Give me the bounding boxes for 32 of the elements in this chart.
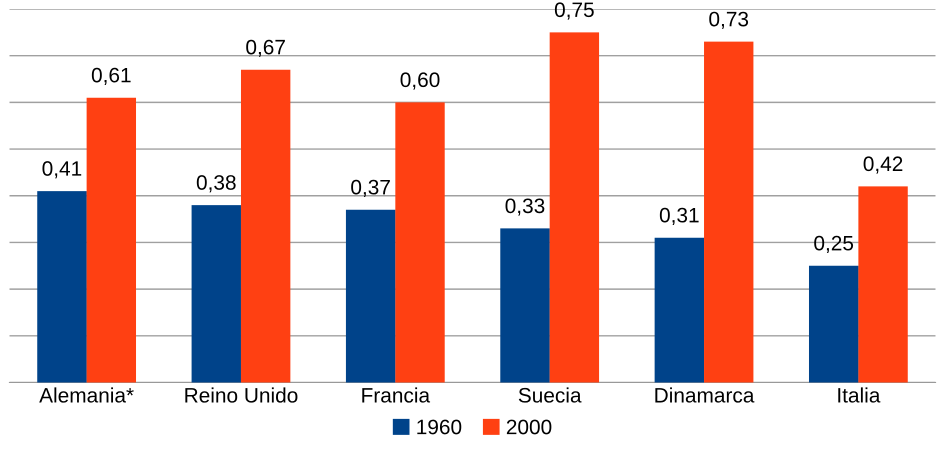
bar: [240, 70, 290, 382]
x-tick-label: Alemania*: [39, 387, 134, 403]
data-label: 0,38: [196, 175, 236, 192]
legend-label: 1960: [417, 420, 462, 434]
bar: [86, 98, 136, 382]
bar: [654, 238, 704, 382]
x-tick-label: Suecia: [518, 387, 582, 403]
bar: [500, 228, 550, 382]
bar: [395, 102, 445, 382]
bar: [808, 266, 858, 382]
data-label: 0,60: [400, 72, 440, 90]
x-tick-label: Reino Unido: [185, 387, 298, 403]
data-label: 0,37: [351, 180, 390, 197]
legend-label: 2000: [506, 420, 552, 434]
bar: [192, 205, 241, 382]
bar: [550, 32, 600, 382]
data-label: 0,67: [246, 40, 285, 57]
data-label: 0,33: [506, 198, 544, 216]
x-tick-label: Dinamarca: [655, 387, 754, 403]
data-label: 0,41: [42, 161, 82, 178]
bar: [858, 186, 908, 382]
data-label: 0,61: [92, 68, 131, 85]
bar: [704, 42, 754, 382]
data-label: 0,31: [660, 208, 699, 225]
data-label: 0,42: [864, 156, 902, 174]
data-label: 0,25: [814, 236, 854, 254]
bar: [346, 210, 396, 382]
x-tick-label: Italia: [838, 387, 880, 403]
bar: [37, 191, 87, 382]
data-label: 0,75: [554, 2, 594, 20]
x-tick-label: Francia: [362, 387, 430, 403]
data-label: 0,73: [709, 12, 748, 29]
